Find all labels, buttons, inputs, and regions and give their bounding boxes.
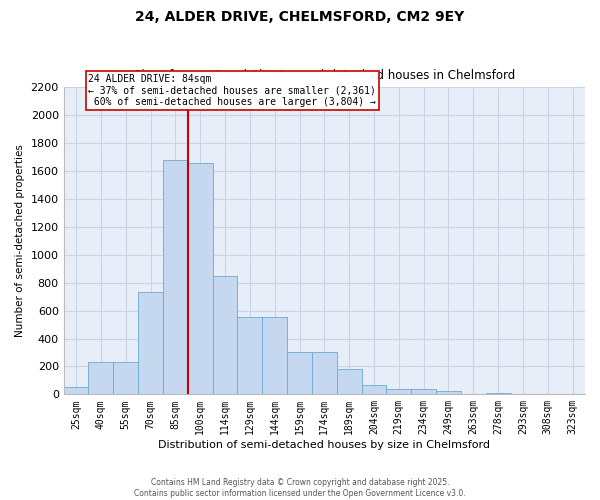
Y-axis label: Number of semi-detached properties: Number of semi-detached properties: [15, 144, 25, 338]
Title: Size of property relative to semi-detached houses in Chelmsford: Size of property relative to semi-detach…: [134, 69, 515, 82]
Bar: [113, 362, 138, 394]
Text: 24 ALDER DRIVE: 84sqm
← 37% of semi-detached houses are smaller (2,361)
 60% of : 24 ALDER DRIVE: 84sqm ← 37% of semi-deta…: [88, 74, 376, 107]
Bar: [262, 317, 287, 394]
Bar: [287, 352, 312, 395]
Bar: [64, 388, 88, 394]
Bar: [312, 352, 337, 395]
Bar: [88, 362, 113, 394]
Bar: [386, 389, 411, 394]
Bar: [238, 317, 262, 394]
Text: 24, ALDER DRIVE, CHELMSFORD, CM2 9EY: 24, ALDER DRIVE, CHELMSFORD, CM2 9EY: [136, 10, 464, 24]
Bar: [362, 386, 386, 394]
Bar: [337, 369, 362, 394]
Text: Contains HM Land Registry data © Crown copyright and database right 2025.
Contai: Contains HM Land Registry data © Crown c…: [134, 478, 466, 498]
Bar: [411, 390, 436, 394]
X-axis label: Distribution of semi-detached houses by size in Chelmsford: Distribution of semi-detached houses by …: [158, 440, 490, 450]
Bar: [138, 292, 163, 394]
Bar: [436, 391, 461, 394]
Bar: [212, 276, 238, 394]
Bar: [188, 162, 212, 394]
Bar: [163, 160, 188, 394]
Bar: [485, 393, 511, 394]
